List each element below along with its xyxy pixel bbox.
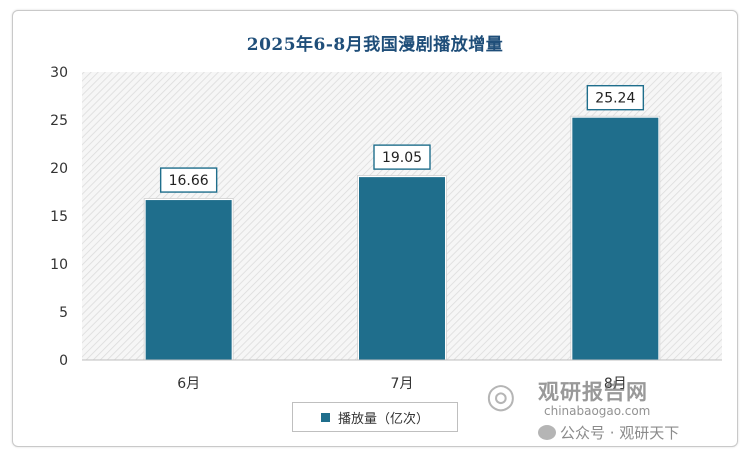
y-tick-label: 20	[50, 161, 68, 177]
x-tick-label: 7月	[391, 376, 414, 392]
y-tick-label: 15	[50, 209, 68, 225]
x-tick-label: 6月	[177, 376, 200, 392]
x-axis: 6月 7月 8月	[82, 359, 722, 392]
y-tick-label: 30	[50, 65, 68, 81]
data-label: 16.66	[169, 173, 209, 189]
x-tick-label: 8月	[604, 376, 627, 392]
chart-title: 2025年6-8月我国漫剧播放增量	[246, 35, 504, 55]
y-tick-label: 5	[59, 305, 68, 321]
y-tick-label: 0	[59, 353, 68, 369]
data-label-box	[159, 167, 218, 193]
bar	[359, 177, 445, 360]
data-label-box	[586, 84, 645, 111]
legend: 播放量（亿次）	[292, 402, 458, 432]
y-tick-label: 10	[50, 257, 68, 273]
data-label: 19.05	[382, 150, 422, 166]
bar	[572, 117, 659, 360]
legend-swatch	[320, 412, 330, 422]
bars: 16.66 19.05 25.24	[143, 84, 661, 361]
data-label-box	[373, 144, 431, 170]
bar	[145, 200, 232, 360]
legend-label: 播放量（亿次）	[337, 411, 429, 427]
y-tick-label: 25	[50, 113, 68, 129]
y-axis: 0 5 10 15 20 25 30	[50, 65, 68, 369]
data-label: 25.24	[595, 91, 635, 107]
